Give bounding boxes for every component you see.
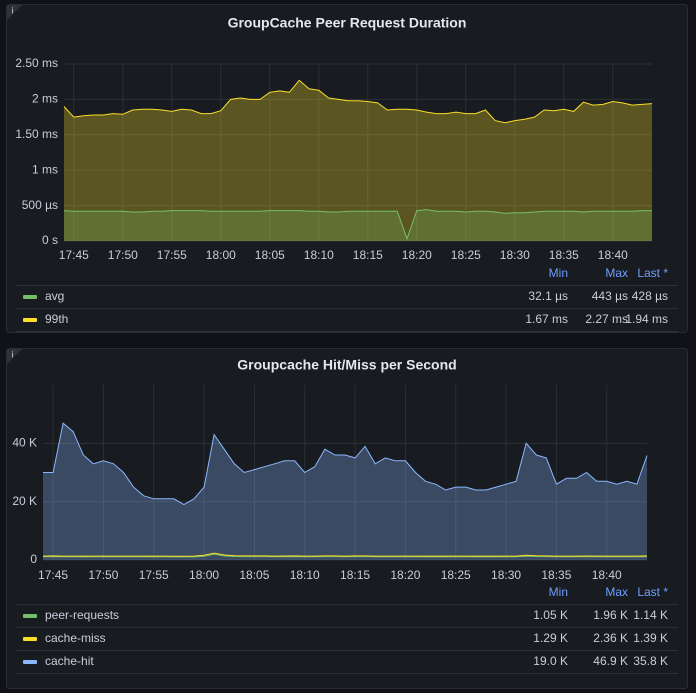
x-tick-label: 17:50: [88, 568, 118, 582]
legend-stat: 2.36 K: [593, 631, 628, 645]
x-tick-label: 18:05: [255, 248, 285, 262]
x-tick-label: 18:10: [290, 568, 320, 582]
x-tick-label: 18:30: [491, 568, 521, 582]
legend-stat: 1.14 K: [633, 608, 668, 622]
panel: [6, 4, 688, 333]
legend-swatch: [23, 637, 37, 641]
legend-header: Last *: [637, 266, 668, 280]
x-tick-label: 18:25: [441, 568, 471, 582]
series-line: [42, 552, 648, 557]
info-icon[interactable]: i: [12, 349, 14, 359]
x-tick-label: 18:25: [451, 248, 481, 262]
area: [64, 80, 652, 241]
legend-header: Min: [549, 585, 568, 599]
x-tick-label: 17:55: [139, 568, 169, 582]
x-tick-label: 17:55: [157, 248, 187, 262]
legend-stat: 1.96 K: [593, 608, 628, 622]
title: Groupcache Hit/Miss per Second: [237, 357, 456, 373]
x-tick-label: 18:05: [239, 568, 269, 582]
x-tick-label: 18:00: [206, 248, 236, 262]
panel: [6, 348, 688, 689]
info-corner[interactable]: [7, 349, 22, 364]
x-tick-label: 18:40: [592, 568, 622, 582]
series-line: [63, 209, 653, 241]
legend-swatch: [23, 614, 37, 618]
series-line: [63, 79, 653, 124]
legend-stat: 1.29 K: [533, 631, 568, 645]
legend-stat: 1.94 ms: [625, 312, 668, 326]
legend-stat: 1.05 K: [533, 608, 568, 622]
legend-name: cache-miss: [45, 631, 106, 645]
legend-header: Min: [549, 266, 568, 280]
y-tick-label: 500 µs: [22, 198, 58, 212]
legend-swatch: [23, 295, 37, 299]
legend-stat: 32.1 µs: [528, 289, 568, 303]
y-tick-label: 2 ms: [32, 92, 58, 106]
y-tick-label: 40 K: [12, 436, 37, 450]
legend-stat: 1.39 K: [633, 631, 668, 645]
series-line: [42, 553, 648, 558]
legend-stat: 443 µs: [592, 289, 628, 303]
legend-swatch: [23, 318, 37, 322]
y-tick-label: 1 ms: [32, 162, 58, 176]
x-tick-label: 18:10: [304, 248, 334, 262]
legend-stat: 1.67 ms: [525, 312, 568, 326]
legend-stat: 2.27 ms: [585, 312, 628, 326]
x-tick-label: 17:50: [108, 248, 138, 262]
x-tick-label: 18:35: [549, 248, 579, 262]
info-icon[interactable]: i: [12, 5, 14, 15]
legend-header: Max: [605, 585, 628, 599]
legend-header: Max: [605, 266, 628, 280]
legend-name: cache-hit: [45, 654, 94, 668]
y-tick-label: 20 K: [12, 494, 37, 508]
legend-name: 99th: [45, 312, 68, 326]
x-tick-label: 18:00: [189, 568, 219, 582]
legend-stat: 35.8 K: [633, 654, 668, 668]
area: [43, 423, 647, 560]
legend-header: Last *: [637, 585, 668, 599]
x-tick-label: 18:30: [500, 248, 530, 262]
y-tick-label: 0 s: [42, 233, 58, 247]
legend-stat: 428 µs: [632, 289, 668, 303]
x-tick-label: 17:45: [59, 248, 89, 262]
title: GroupCache Peer Request Duration: [228, 15, 467, 31]
x-tick-label: 18:15: [340, 568, 370, 582]
area: [64, 209, 652, 241]
y-tick-label: 2.50 ms: [15, 56, 58, 70]
x-tick-label: 18:35: [541, 568, 571, 582]
x-tick-label: 18:15: [353, 248, 383, 262]
x-tick-label: 18:20: [402, 248, 432, 262]
info-corner[interactable]: [7, 5, 22, 20]
y-tick-label: 1.50 ms: [15, 127, 58, 141]
x-tick-label: 18:40: [598, 248, 628, 262]
legend-name: avg: [45, 289, 64, 303]
y-tick-label: 0: [30, 552, 37, 566]
legend-swatch: [23, 660, 37, 664]
legend-stat: 46.9 K: [593, 654, 628, 668]
x-tick-label: 17:45: [38, 568, 68, 582]
legend-stat: 19.0 K: [533, 654, 568, 668]
x-tick-label: 18:20: [390, 568, 420, 582]
series-line: [43, 422, 648, 506]
legend-name: peer-requests: [45, 608, 119, 622]
